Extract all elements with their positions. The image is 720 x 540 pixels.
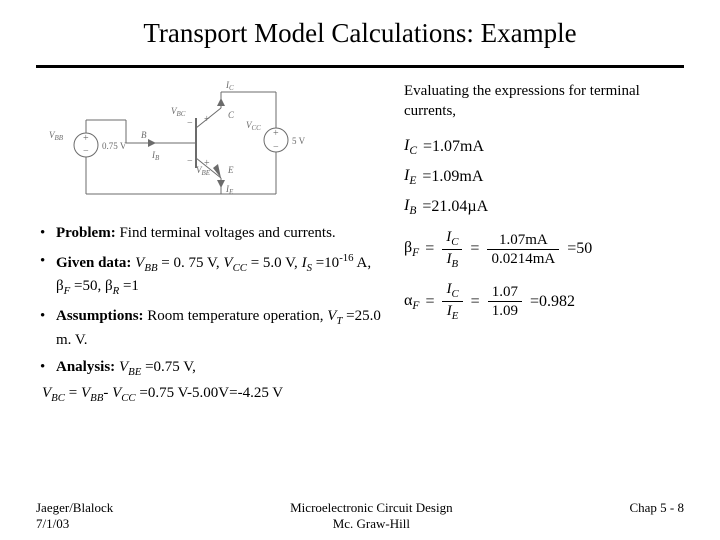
eq-ic: IC=1.07mA <box>404 137 684 157</box>
bullet-problem: Problem: Find terminal voltages and curr… <box>36 223 388 245</box>
footer-left: Jaeger/Blalock 7/1/03 <box>36 500 113 532</box>
analysis-continuation: VBC = VBB- VCC =0.75 V-5.00V=-4.25 V <box>42 383 388 407</box>
assump-label: Assumptions: <box>56 308 144 324</box>
svg-text:VBB: VBB <box>49 130 64 142</box>
svg-text:−: − <box>83 146 89 157</box>
svg-text:VBC: VBC <box>171 106 186 118</box>
svg-text:C: C <box>228 110 235 120</box>
left-column: IC VBC B C E IB VBE VBB VCC IE 0.75 V 5 … <box>36 78 388 407</box>
svg-text:VCC: VCC <box>246 120 261 132</box>
right-column: Evaluating the expressions for terminal … <box>404 78 684 407</box>
bullet-given: Given data: VBB = 0. 75 V, VCC = 5.0 V, … <box>36 251 388 300</box>
given-label: Given data: <box>56 255 131 271</box>
page-title: Transport Model Calculations: Example <box>36 18 684 61</box>
svg-text:−: − <box>187 118 193 129</box>
svg-text:IC: IC <box>225 80 234 92</box>
eq-ib: IB=21.04µA <box>404 197 684 217</box>
svg-text:E: E <box>227 165 234 175</box>
circuit-diagram: IC VBC B C E IB VBE VBB VCC IE 0.75 V 5 … <box>46 78 306 208</box>
svg-text:+: + <box>83 133 89 144</box>
svg-text:0.75 V: 0.75 V <box>102 141 127 151</box>
svg-text:B: B <box>141 130 147 140</box>
bullet-assumptions: Assumptions: Room temperature operation,… <box>36 306 388 351</box>
eq-ie: IE=1.09mA <box>404 167 684 187</box>
bullet-analysis: Analysis: VBE =0.75 V, <box>36 357 388 381</box>
svg-text:IB: IB <box>151 150 160 162</box>
eq-alpha: αF = IC IE = 1.07 1.09 =0.982 <box>404 280 684 323</box>
footer-center: Microelectronic Circuit Design Mc. Graw-… <box>290 500 452 532</box>
svg-text:−: − <box>273 142 279 153</box>
analysis-label: Analysis: <box>56 359 115 375</box>
problem-label: Problem: <box>56 225 116 241</box>
intro-text: Evaluating the expressions for terminal … <box>404 82 684 121</box>
svg-text:+: + <box>273 128 279 139</box>
result-equations: IC=1.07mA IE=1.09mA IB=21.04µA βF = IC I… <box>404 137 684 323</box>
svg-text:+: + <box>204 158 210 169</box>
problem-text: Find terminal voltages and currents. <box>116 225 336 241</box>
svg-text:+: + <box>204 114 210 125</box>
svg-text:5 V: 5 V <box>292 136 306 146</box>
svg-text:−: − <box>187 156 193 167</box>
content-area: IC VBC B C E IB VBE VBB VCC IE 0.75 V 5 … <box>36 78 684 407</box>
footer: Jaeger/Blalock 7/1/03 Microelectronic Ci… <box>36 500 684 532</box>
title-rule <box>36 65 684 68</box>
footer-right: Chap 5 - 8 <box>629 500 684 516</box>
eq-beta: βF = IC IB = 1.07mA 0.0214mA =50 <box>404 228 684 271</box>
bullet-list: Problem: Find terminal voltages and curr… <box>36 223 388 407</box>
